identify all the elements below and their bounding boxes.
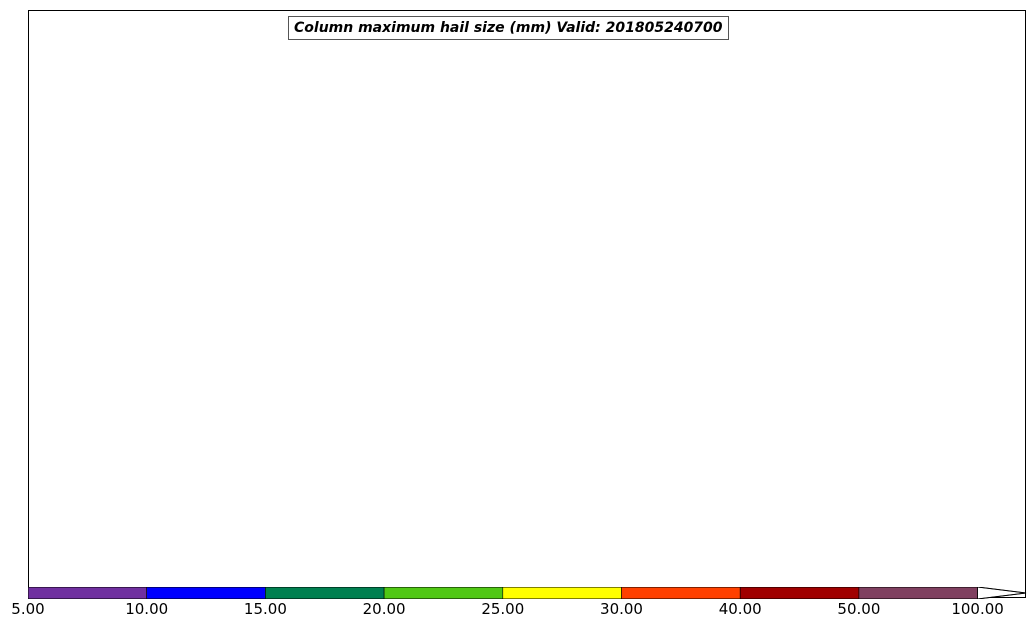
colorbar-tick-label: 15.00 xyxy=(243,600,287,618)
colorbar-tick-label: 10.00 xyxy=(125,600,169,618)
colorbar-tick-label: 25.00 xyxy=(481,600,525,618)
colorbar-segment xyxy=(265,587,385,599)
colorbar-tick-label: 100.00 xyxy=(951,600,1004,618)
colorbar-extend-arrow xyxy=(977,587,1027,599)
colorbar-segment xyxy=(383,587,504,599)
colorbar-segment xyxy=(502,587,622,599)
map-frame xyxy=(28,10,1026,598)
colorbar-segment xyxy=(146,587,266,599)
colorbar-tick-label: 50.00 xyxy=(837,600,881,618)
colorbar xyxy=(28,587,1027,599)
colorbar-segment xyxy=(858,587,978,599)
colorbar-segment xyxy=(621,587,741,599)
map-title: Column maximum hail size (mm) Valid: 201… xyxy=(288,16,729,40)
colorbar-segment xyxy=(28,587,147,599)
colorbar-segment xyxy=(739,587,860,599)
colorbar-tick-label: 5.00 xyxy=(11,600,45,618)
colorbar-labels: 5.00 10.00 15.00 20.00 25.00 30.00 40.00 50.00 1… xyxy=(0,600,1036,624)
colorbar-tick-label: 20.00 xyxy=(362,600,406,618)
colorbar-tick-label: 40.00 xyxy=(718,600,762,618)
colorbar-tick-label: 30.00 xyxy=(600,600,643,618)
colorbar-outline xyxy=(28,587,1027,599)
